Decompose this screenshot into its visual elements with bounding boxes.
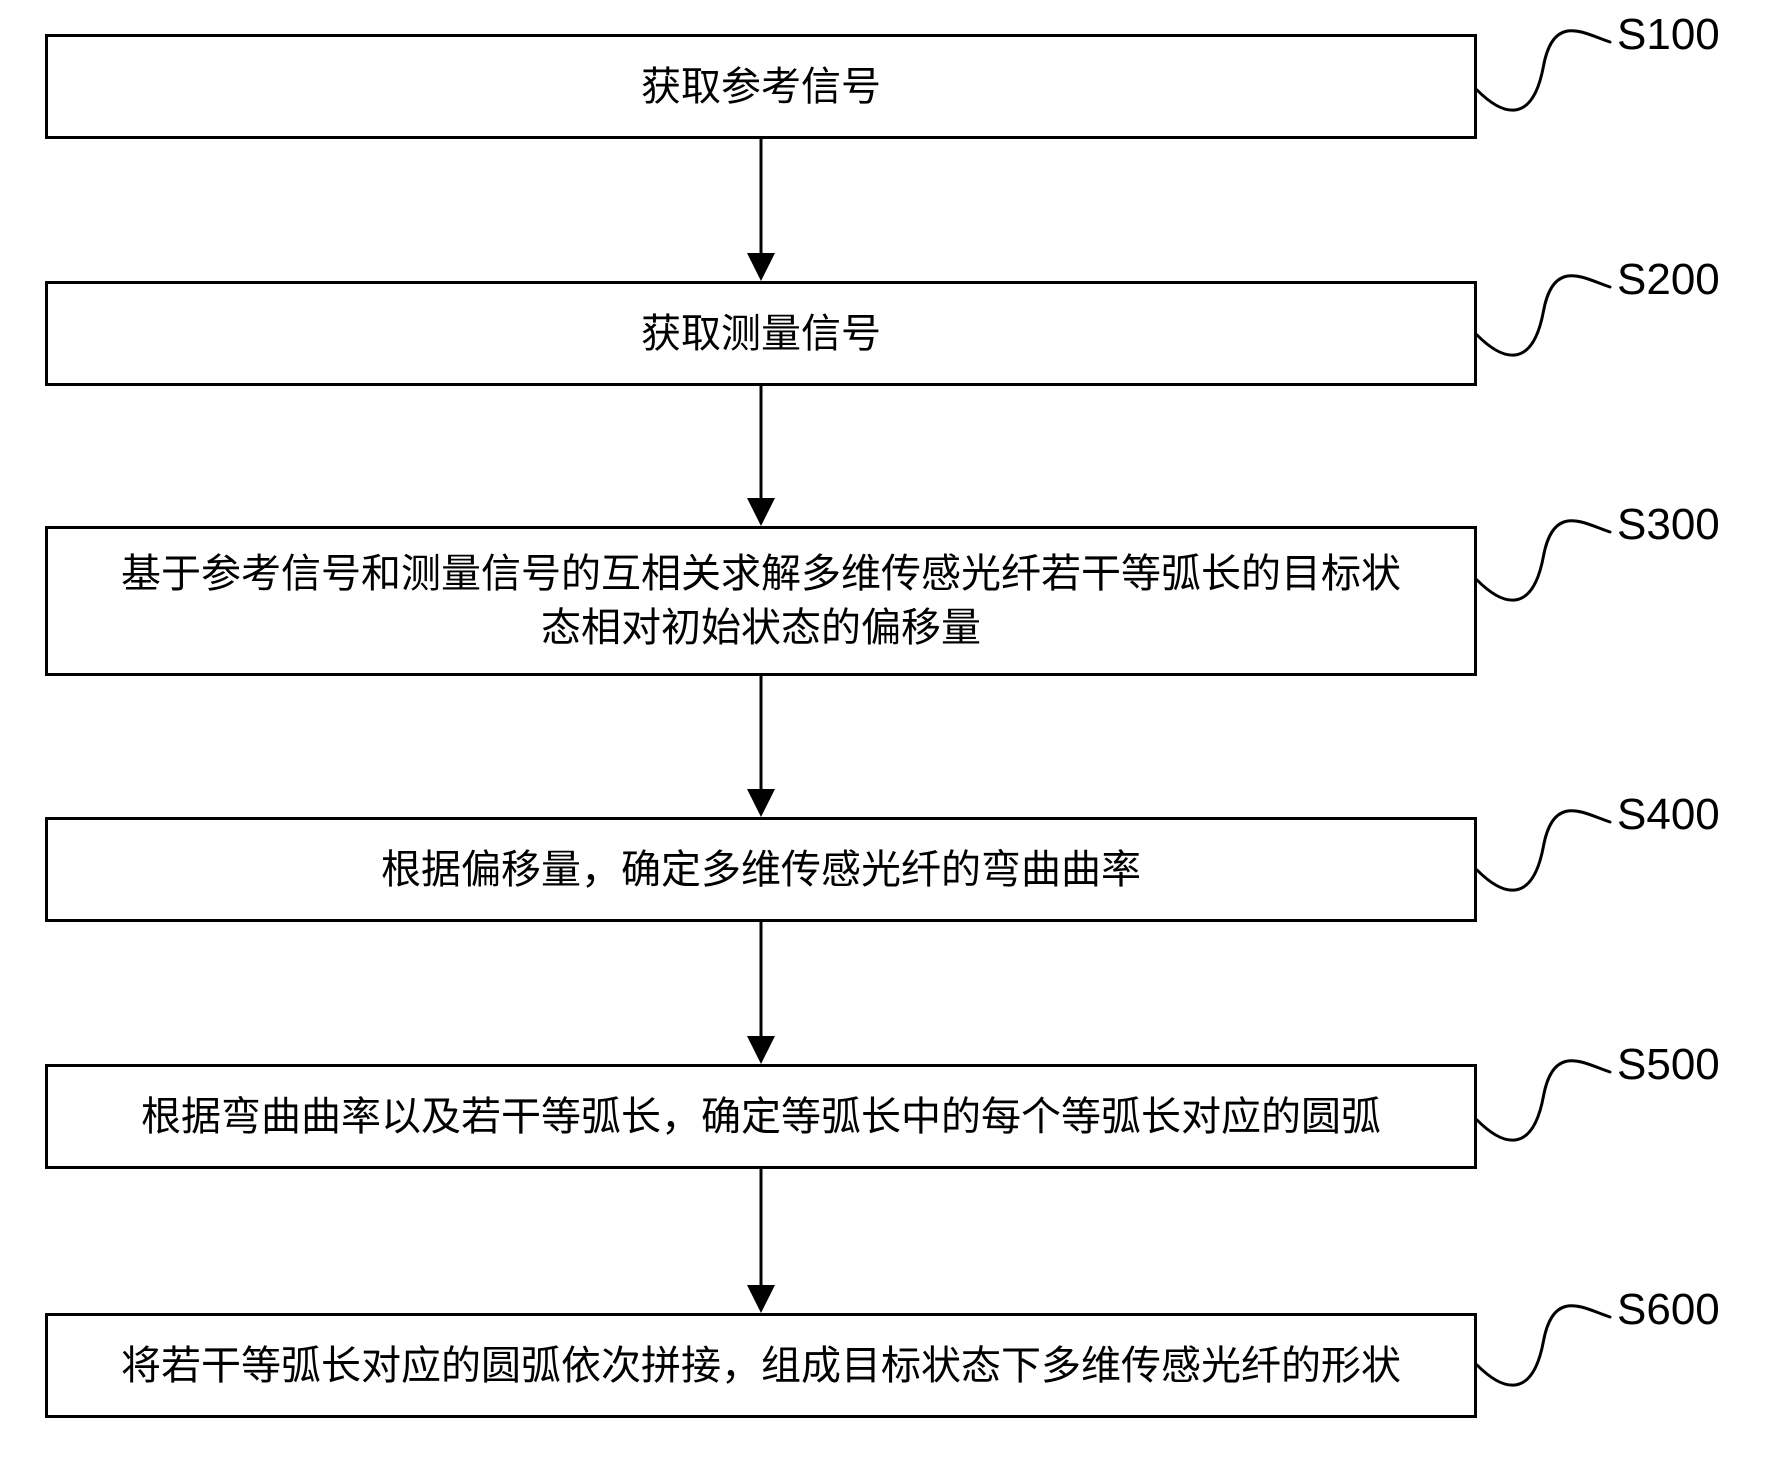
step-label-s100: S100 — [1617, 10, 1720, 60]
squiggle-connectors-layer — [0, 0, 1770, 1474]
step-text: 根据偏移量，确定多维传感光纤的弯曲曲率 — [381, 843, 1141, 897]
step-label-s200: S200 — [1617, 255, 1720, 305]
step-label-s500: S500 — [1617, 1040, 1720, 1090]
step-box-s300: 基于参考信号和测量信号的互相关求解多维传感光纤若干等弧长的目标状 态相对初始状态… — [45, 526, 1477, 676]
step-box-s400: 根据偏移量，确定多维传感光纤的弯曲曲率 — [45, 817, 1477, 922]
step-label-s400: S400 — [1617, 790, 1720, 840]
step-box-s100: 获取参考信号 — [45, 34, 1477, 139]
step-text-line2: 态相对初始状态的偏移量 — [541, 601, 981, 655]
flowchart-canvas: 获取参考信号 获取测量信号 基于参考信号和测量信号的互相关求解多维传感光纤若干等… — [0, 0, 1770, 1474]
step-text: 获取参考信号 — [641, 60, 881, 114]
step-label-s600: S600 — [1617, 1285, 1720, 1335]
step-text-line1: 基于参考信号和测量信号的互相关求解多维传感光纤若干等弧长的目标状 — [121, 547, 1401, 601]
step-label-s300: S300 — [1617, 500, 1720, 550]
step-box-s200: 获取测量信号 — [45, 281, 1477, 386]
step-text: 根据弯曲曲率以及若干等弧长，确定等弧长中的每个等弧长对应的圆弧 — [141, 1090, 1381, 1144]
step-text: 将若干等弧长对应的圆弧依次拼接，组成目标状态下多维传感光纤的形状 — [121, 1339, 1401, 1393]
step-text: 获取测量信号 — [641, 307, 881, 361]
step-box-s500: 根据弯曲曲率以及若干等弧长，确定等弧长中的每个等弧长对应的圆弧 — [45, 1064, 1477, 1169]
step-box-s600: 将若干等弧长对应的圆弧依次拼接，组成目标状态下多维传感光纤的形状 — [45, 1313, 1477, 1418]
arrows-layer — [0, 0, 1770, 1474]
